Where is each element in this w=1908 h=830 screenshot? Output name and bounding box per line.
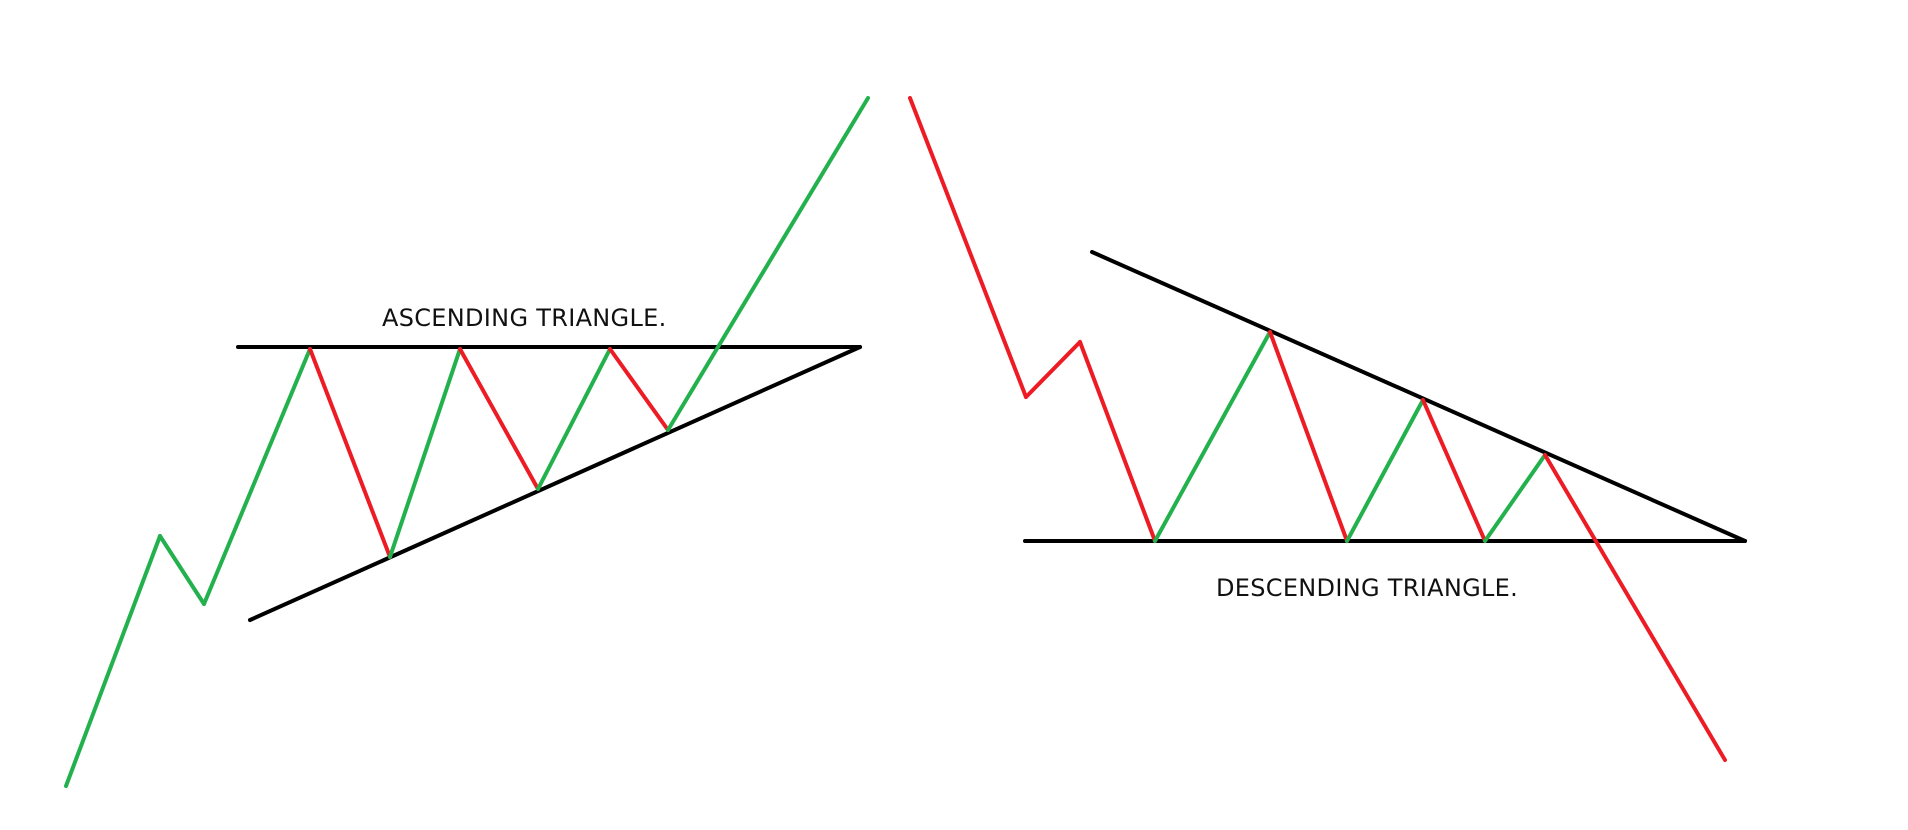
descending-price-up-3 xyxy=(1483,453,1547,543)
descending-price-down-1 xyxy=(908,96,1028,399)
descending-price-up-2 xyxy=(1345,398,1425,543)
ascending-price-up-2 xyxy=(202,347,312,606)
descending-triangle-label: DESCENDING TRIANGLE. xyxy=(1216,574,1518,602)
descending-price-breakdown xyxy=(1543,453,1727,762)
ascending-price-up-3 xyxy=(388,347,462,559)
ascending-price-down-1 xyxy=(308,347,392,559)
ascending-price-pullback-1 xyxy=(158,534,206,606)
descending-price-down-3 xyxy=(1268,330,1349,543)
ascending-price-breakout xyxy=(666,96,870,432)
descending-resistance-line xyxy=(1090,250,1747,543)
descending-price-bounce-1 xyxy=(1024,340,1082,399)
ascending-triangle-pattern: ASCENDING TRIANGLE. xyxy=(64,96,870,788)
ascending-price-down-3 xyxy=(608,347,670,432)
ascending-price-up-1 xyxy=(64,534,162,788)
descending-triangle-pattern: DESCENDING TRIANGLE. xyxy=(908,96,1747,762)
ascending-price-up-4 xyxy=(536,347,612,491)
descending-price-up-1 xyxy=(1153,330,1272,543)
ascending-price-down-2 xyxy=(458,347,540,491)
ascending-triangle-label: ASCENDING TRIANGLE. xyxy=(382,304,667,332)
ascending-support-line xyxy=(248,345,862,622)
descending-price-down-2 xyxy=(1078,340,1157,543)
descending-price-down-4 xyxy=(1421,398,1487,543)
